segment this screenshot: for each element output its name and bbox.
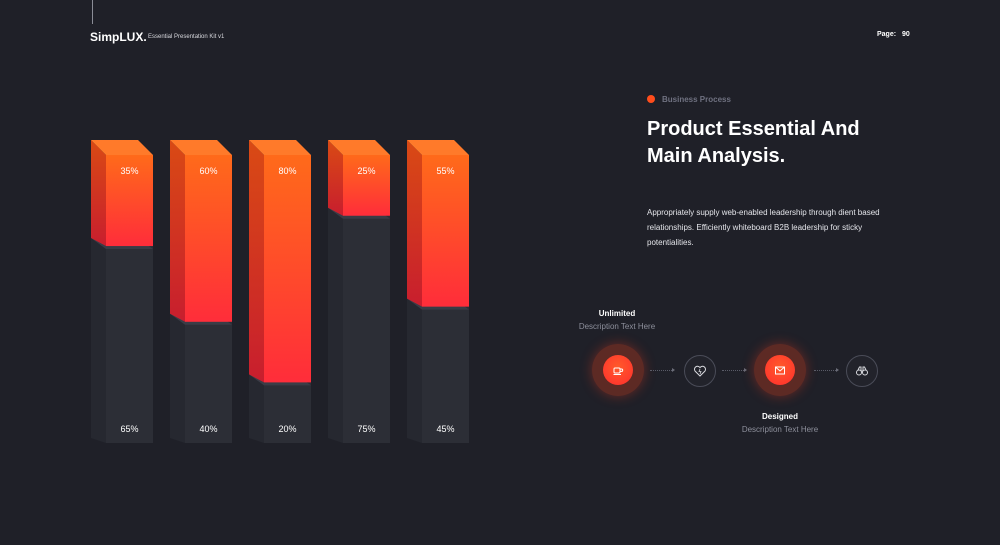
bar-1-dark-front <box>106 246 153 443</box>
step-3-circle[interactable] <box>754 344 806 396</box>
connector-3 <box>814 370 836 371</box>
bar-4-orange-side <box>328 140 343 216</box>
bar-4-orange-front <box>343 155 390 216</box>
bar-3-orange-side <box>249 140 264 383</box>
bar-5-top-label: 55% <box>436 166 454 176</box>
headline-line-2: Main Analysis. <box>647 145 786 167</box>
step-3-desc: Description Text Here <box>741 425 819 434</box>
section-bullet-dot <box>647 95 655 103</box>
page-label: Page: <box>877 31 897 38</box>
bar-5-dark-front <box>422 306 469 443</box>
binoculars-icon <box>856 366 868 376</box>
bar-2-dark-front <box>185 321 232 443</box>
bar-1-orange-front <box>106 155 153 247</box>
headline-line-1: Product Essential And <box>647 118 860 140</box>
header-divider-line <box>92 0 93 24</box>
bar-3-bottom-label: 20% <box>278 424 296 434</box>
body-paragraph: Appropriately supply web-enabled leaders… <box>647 208 880 247</box>
bar-3-orange-front <box>264 155 311 383</box>
bar-2-bottom-label: 40% <box>199 424 217 434</box>
bar-4-dark-front <box>343 215 390 443</box>
bar-5-dark-side <box>407 298 422 443</box>
step-1-circle[interactable] <box>592 344 644 396</box>
bar-1-orange-top <box>91 140 153 155</box>
connector-2-arrow <box>744 368 747 372</box>
bar-3-dark-front <box>264 382 311 443</box>
connector-1 <box>650 370 672 371</box>
step-4-circle[interactable] <box>846 355 878 387</box>
bar-4-orange-top <box>328 140 390 155</box>
bar-5-orange-top <box>407 140 469 155</box>
headline: Product Essential And Main Analysis. <box>647 116 947 170</box>
bar-2-orange-side <box>170 140 185 322</box>
bar-5-orange-side <box>407 140 422 307</box>
bar-2-orange-top <box>170 140 232 155</box>
bar-4-dark-side <box>328 207 343 443</box>
bar-5-orange-front <box>422 155 469 307</box>
coffee-cup-icon <box>603 355 633 385</box>
bar-3-dark-side <box>249 374 264 443</box>
kit-name: Essential Presentation Kit v1 <box>148 34 225 40</box>
bar-2-top-label: 60% <box>199 166 217 176</box>
step-1-desc: Description Text Here <box>578 322 656 331</box>
page-number: 90 <box>902 31 910 38</box>
bar-2-dark-side <box>170 313 185 443</box>
bar-1-orange-side <box>91 140 106 247</box>
bar-1-dark-side <box>91 238 106 443</box>
bar-4-bottom-label: 75% <box>357 424 375 434</box>
step-2-circle[interactable] <box>684 355 716 387</box>
bar-4-top-label: 25% <box>357 166 375 176</box>
bar-5-bottom-label: 45% <box>436 424 454 434</box>
connector-2 <box>722 370 744 371</box>
brand-logo-text: SimpLUX. <box>90 30 147 44</box>
envelope-icon <box>765 355 795 385</box>
connector-3-arrow <box>836 368 839 372</box>
bar-1-top-label: 35% <box>120 166 138 176</box>
bar-3-top-label: 80% <box>278 166 296 176</box>
heart-icon <box>694 365 706 377</box>
bar-1-bottom-label: 65% <box>120 424 138 434</box>
bar-2-orange-front <box>185 155 232 322</box>
connector-1-arrow <box>672 368 675 372</box>
section-label: Business Process <box>662 95 731 104</box>
bar-3-orange-top <box>249 140 311 155</box>
step-1-title: Unlimited <box>598 309 636 318</box>
step-3-title: Designed <box>761 412 798 421</box>
